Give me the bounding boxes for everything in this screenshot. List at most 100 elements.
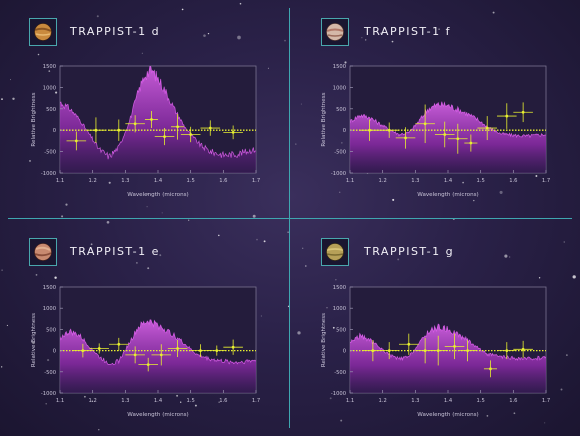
y-axis-label: Relative Brightness bbox=[321, 92, 327, 146]
data-point bbox=[464, 134, 478, 152]
star bbox=[504, 254, 508, 258]
point-marker bbox=[505, 114, 509, 118]
star bbox=[106, 220, 110, 224]
point-marker bbox=[407, 342, 411, 346]
x-tick-label: 1.2 bbox=[379, 398, 387, 404]
x-tick-label: 1.3 bbox=[411, 398, 419, 404]
x-tick-label: 1.7 bbox=[252, 398, 260, 404]
data-point bbox=[180, 126, 201, 143]
y-tick-label: 0 bbox=[53, 128, 56, 134]
x-tick-label: 1.5 bbox=[187, 398, 195, 404]
star bbox=[332, 326, 335, 329]
point-marker bbox=[456, 137, 460, 141]
point-marker bbox=[94, 128, 98, 132]
data-point bbox=[109, 119, 129, 141]
data-point bbox=[207, 345, 227, 356]
model-spectrum-line bbox=[350, 101, 546, 139]
y-tick-label: 0 bbox=[343, 349, 346, 355]
y-tick-label: 1000 bbox=[333, 306, 346, 312]
point-marker bbox=[231, 345, 235, 349]
point-marker bbox=[215, 349, 219, 352]
star bbox=[218, 401, 220, 403]
star bbox=[48, 70, 51, 72]
x-axis-label: Wavelength (microns) bbox=[127, 412, 188, 418]
model-spectrum-area bbox=[350, 101, 546, 173]
data-point bbox=[457, 340, 478, 362]
star bbox=[535, 175, 538, 177]
x-tick-label: 1.5 bbox=[477, 398, 485, 404]
data-point bbox=[477, 116, 497, 141]
star bbox=[188, 219, 190, 221]
spectrum-group bbox=[60, 319, 256, 393]
x-axis-label: Wavelength (microns) bbox=[127, 192, 188, 198]
star bbox=[136, 262, 138, 264]
star bbox=[1, 366, 3, 368]
star bbox=[32, 341, 35, 345]
data-point bbox=[359, 119, 380, 141]
spectrum-group bbox=[350, 323, 546, 393]
y-tick-label: -500 bbox=[334, 150, 346, 156]
data-point bbox=[66, 131, 87, 151]
panel-title: TRAPPIST-1 e bbox=[70, 245, 160, 258]
y-tick-label: 500 bbox=[46, 327, 56, 333]
y-tick-label: 500 bbox=[46, 107, 56, 113]
planet-e-frame bbox=[29, 238, 57, 266]
star bbox=[392, 198, 395, 201]
panel-trappist-1-g: TRAPPIST-1 g 1500 1000 500 0 -500 -1000 1.1 1.2… bbox=[290, 218, 580, 436]
point-marker bbox=[521, 110, 525, 114]
y-tick-label: 1500 bbox=[333, 64, 346, 70]
data-point bbox=[144, 110, 158, 129]
y-tick-label: -1000 bbox=[331, 171, 346, 177]
star bbox=[1, 98, 3, 100]
data-point bbox=[428, 335, 448, 366]
point-marker bbox=[466, 349, 469, 352]
x-tick-label: 1.7 bbox=[542, 178, 550, 184]
star bbox=[96, 15, 99, 18]
data-point bbox=[223, 125, 243, 140]
data-point bbox=[513, 102, 533, 123]
data-point bbox=[125, 115, 145, 133]
star bbox=[35, 274, 38, 276]
star bbox=[54, 276, 57, 279]
y-tick-label: -1000 bbox=[331, 391, 346, 397]
star bbox=[391, 40, 394, 43]
star bbox=[45, 403, 47, 405]
star bbox=[572, 275, 576, 279]
star bbox=[287, 231, 289, 233]
data-point bbox=[363, 340, 383, 362]
star bbox=[462, 181, 464, 184]
star bbox=[256, 238, 258, 241]
point-marker bbox=[368, 128, 371, 132]
star bbox=[194, 404, 197, 407]
point-marker bbox=[453, 344, 456, 348]
star bbox=[90, 243, 93, 246]
star bbox=[499, 190, 503, 194]
point-marker bbox=[485, 126, 489, 130]
star bbox=[180, 401, 182, 403]
x-tick-label: 1.7 bbox=[252, 178, 260, 184]
star bbox=[159, 254, 162, 257]
star bbox=[252, 214, 256, 218]
x-tick-label: 1.4 bbox=[154, 178, 163, 184]
y-tick-label: 1500 bbox=[43, 64, 56, 70]
data-point bbox=[200, 120, 221, 136]
y-tick-label: -1000 bbox=[41, 391, 56, 397]
point-marker bbox=[387, 349, 391, 352]
data-point bbox=[399, 333, 419, 355]
star bbox=[335, 279, 337, 281]
point-marker bbox=[163, 135, 166, 139]
point-marker bbox=[505, 349, 509, 352]
star bbox=[340, 419, 343, 422]
data-point bbox=[497, 342, 517, 360]
star bbox=[147, 267, 150, 270]
star bbox=[329, 397, 332, 400]
x-tick-label: 1.2 bbox=[89, 178, 97, 184]
x-tick-label: 1.6 bbox=[219, 178, 227, 184]
x-tick-label: 1.4 bbox=[154, 398, 163, 404]
x-tick-label: 1.5 bbox=[187, 178, 195, 184]
planet-g-frame bbox=[321, 238, 349, 266]
y-axis-label: Relative Brightness bbox=[31, 92, 37, 146]
data-point bbox=[513, 340, 533, 358]
